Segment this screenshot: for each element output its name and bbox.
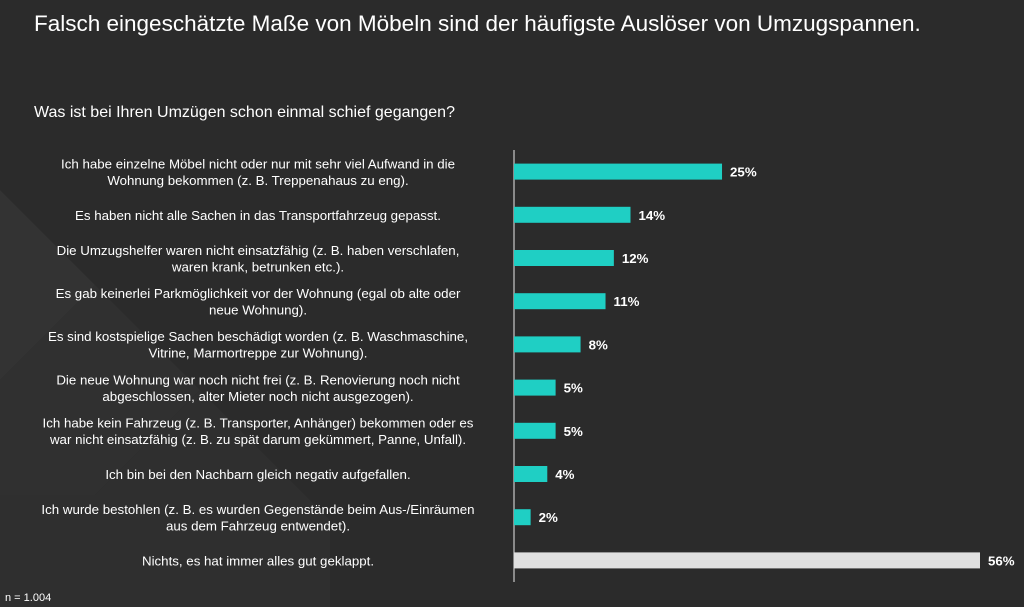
category-label-line: Ich habe kein Fahrzeug (z. B. Transporte… (43, 416, 474, 431)
bar (514, 163, 723, 180)
value-label: 56% (988, 553, 1015, 568)
bar (514, 466, 548, 482)
category-label-line: abgeschlossen, alter Mieter noch nicht a… (102, 389, 413, 404)
value-label: 25% (730, 165, 757, 180)
sample-size-note: n = 1.004 (5, 592, 52, 604)
category-label: Es haben nicht alle Sachen in das Transp… (75, 208, 441, 223)
category-label: Die neue Wohnung war noch nicht frei (z.… (56, 372, 460, 404)
bar (514, 509, 531, 526)
category-label: Es sind kostspielige Sachen beschädigt w… (48, 329, 468, 361)
bar (514, 379, 556, 396)
bar (514, 336, 581, 353)
category-label-line: Es sind kostspielige Sachen beschädigt w… (48, 329, 468, 344)
category-label: Ich habe kein Fahrzeug (z. B. Transporte… (43, 416, 474, 448)
value-label: 11% (614, 294, 640, 309)
category-label: Es gab keinerlei Parkmöglichkeit vor der… (56, 286, 461, 318)
category-label-line: Ich wurde bestohlen (z. B. es wurden Geg… (41, 502, 474, 517)
value-label: 8% (589, 337, 608, 352)
category-label-line: Es gab keinerlei Parkmöglichkeit vor der… (56, 286, 461, 301)
category-label-line: Ich bin bei den Nachbarn gleich negativ … (105, 467, 410, 482)
category-label-line: Es haben nicht alle Sachen in das Transp… (75, 208, 441, 223)
category-label-line: Wohnung bekommen (z. B. Treppenahaus zu … (107, 173, 408, 188)
category-label: Ich bin bei den Nachbarn gleich negativ … (105, 467, 410, 482)
value-label: 12% (622, 251, 649, 266)
value-label: 4% (555, 467, 574, 482)
category-label: Ich habe einzelne Möbel nicht oder nur m… (61, 156, 455, 188)
category-label-line: waren krank, betrunken etc.). (171, 259, 344, 274)
category-label-line: war nicht einsatzfähig (z. B. zu spät da… (49, 432, 466, 447)
category-label-line: Nichts, es hat immer alles gut geklappt. (142, 553, 374, 568)
value-label: 5% (564, 381, 583, 396)
category-label-line: Vitrine, Marmortreppe zur Wohnung). (148, 346, 367, 361)
category-label: Die Umzugshelfer waren nicht einsatzfähi… (57, 243, 460, 275)
bar (514, 422, 556, 439)
page-subtitle: Was ist bei Ihren Umzügen schon einmal s… (34, 104, 455, 121)
category-label: Nichts, es hat immer alles gut geklappt. (142, 553, 374, 568)
value-labels: 25% 14% 12% 11% 8% 5% 5% 4% 2% 56% (539, 165, 1015, 569)
category-label-line: aus dem Fahrzeug entwendet). (166, 518, 350, 533)
value-label: 2% (539, 510, 558, 525)
category-label-line: neue Wohnung). (209, 302, 307, 317)
value-label: 14% (639, 208, 666, 223)
category-labels: Ich habe einzelne Möbel nicht oder nur m… (41, 156, 474, 568)
category-label-line: Ich habe einzelne Möbel nicht oder nur m… (61, 156, 455, 171)
bar (514, 206, 631, 223)
bar (514, 250, 614, 266)
page-title: Falsch eingeschätzte Maße von Möbeln sin… (34, 11, 921, 36)
value-label: 5% (564, 424, 583, 439)
category-label: Ich wurde bestohlen (z. B. es wurden Geg… (41, 502, 474, 534)
bar (514, 552, 980, 569)
bar (514, 293, 606, 310)
category-label-line: Die neue Wohnung war noch nicht frei (z.… (56, 372, 460, 387)
bars (514, 163, 980, 569)
category-label-line: Die Umzugshelfer waren nicht einsatzfähi… (57, 243, 460, 258)
